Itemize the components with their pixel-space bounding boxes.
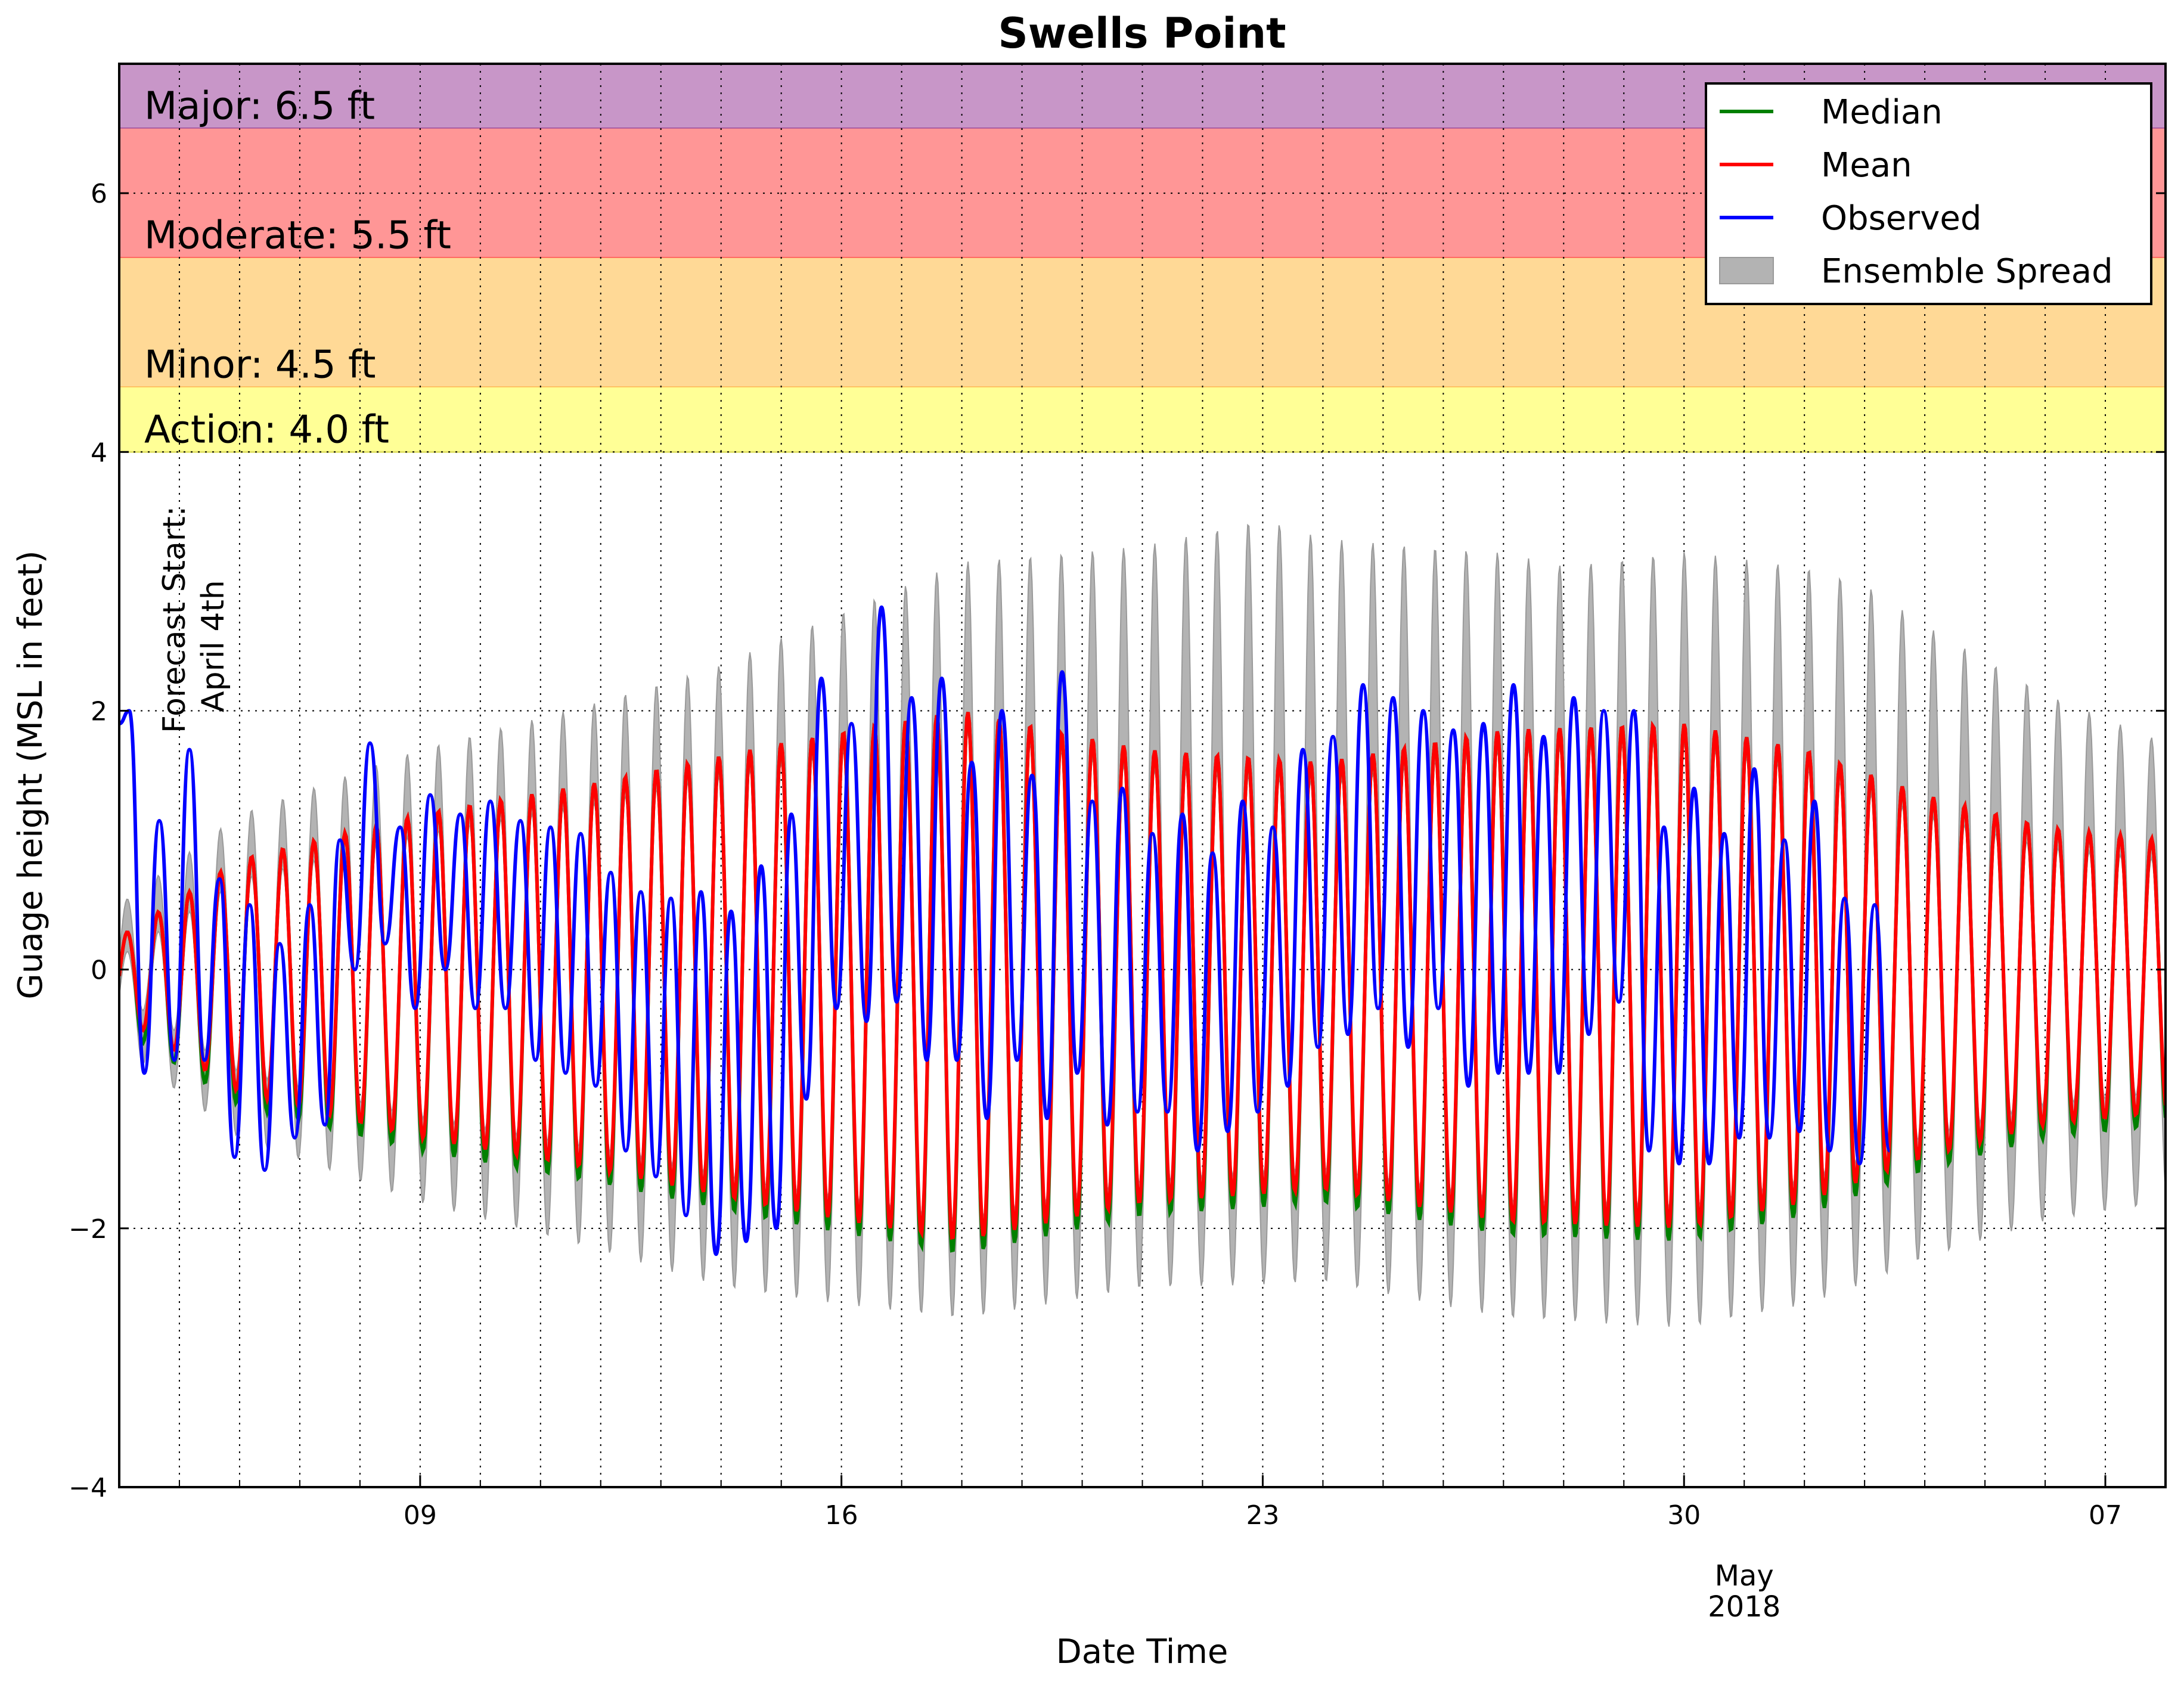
flood-level-label-1: Moderate: 5.5 ft [144, 214, 451, 258]
forecast-start-label-line1: Forecast Start: [157, 506, 193, 733]
legend: Median Mean Observed Ensemble Spread [1705, 82, 2152, 305]
legend-label: Ensemble Spread [1821, 252, 2113, 291]
x-tick-label: 09 [404, 1500, 437, 1531]
observed-line [119, 605, 1892, 1256]
y-tick-label: −2 [69, 1214, 107, 1245]
legend-swatch-spread [1719, 257, 1774, 284]
x-axis: 09 16 23 30 07 [178, 1475, 2122, 1531]
x-axis-month-label: May [1715, 1559, 1774, 1593]
legend-label: Median [1821, 93, 1943, 132]
x-tick-label: 16 [825, 1500, 858, 1531]
y-tick-label: 6 [91, 179, 107, 209]
mean-line [119, 712, 2166, 1240]
flood-level-label-0: Major: 6.5 ft [144, 85, 375, 129]
flood-level-label-2: Minor: 4.5 ft [144, 343, 376, 387]
legend-box [1705, 82, 2152, 305]
x-tick-label: 30 [1667, 1500, 1701, 1531]
x-axis-year-label: 2018 [1708, 1590, 1780, 1624]
x-axis-label: Date Time [1056, 1633, 1228, 1671]
flood-level-label-3: Action: 4.0 ft [144, 408, 389, 452]
legend-label: Mean [1821, 146, 1912, 185]
y-axis: −4 −2 0 2 4 6 [69, 179, 2166, 1503]
y-axis-label: Guage height (MSL in feet) [11, 550, 50, 999]
y-tick-label: 0 [91, 955, 107, 986]
legend-label: Observed [1821, 199, 1981, 238]
flood-band-3 [119, 387, 2166, 452]
x-tick-label: 07 [2089, 1500, 2122, 1531]
y-tick-label: 2 [91, 696, 107, 727]
y-tick-label: 4 [91, 437, 107, 468]
y-tick-label: −4 [69, 1473, 107, 1503]
x-tick-label: 23 [1246, 1500, 1279, 1531]
forecast-start-label-line2: April 4th [196, 580, 231, 712]
chart-title: Swells Point [998, 9, 1286, 58]
